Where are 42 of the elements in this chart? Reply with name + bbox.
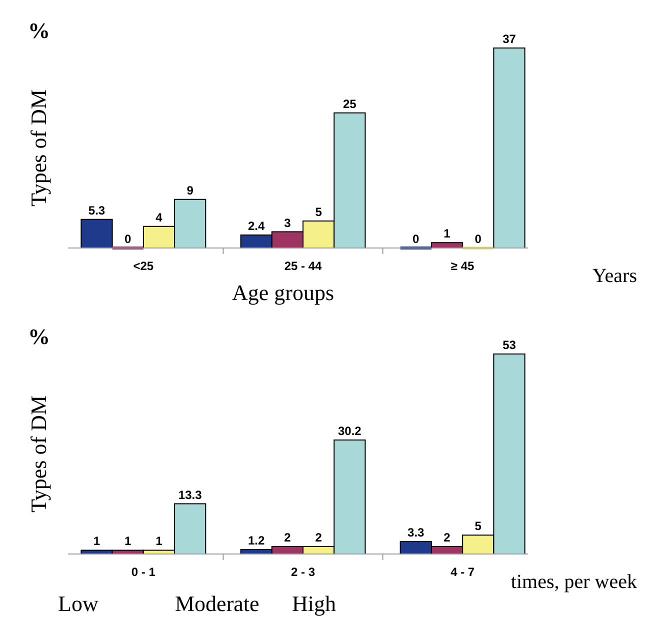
data-label: 5	[315, 204, 322, 219]
data-label: 30.2	[338, 424, 362, 438]
data-label: 2	[284, 530, 292, 544]
bar	[80, 218, 113, 248]
text: Low	[58, 591, 98, 616]
x-axis-title: Age groups	[232, 280, 334, 305]
data-label: 1	[444, 226, 451, 241]
text: Years	[592, 265, 638, 287]
y-axis-title: Types of DM	[26, 89, 51, 207]
text: %	[28, 324, 50, 349]
data-label: 13.3	[178, 488, 202, 502]
y-axis-title: Types of DM	[26, 395, 51, 513]
x-tick-label: <25	[133, 259, 154, 273]
x-tick-label: 0 - 1	[131, 565, 156, 579]
data-label: 37	[502, 32, 516, 46]
data-label: 5.3	[88, 203, 106, 218]
data-label: 3.3	[408, 526, 425, 540]
x-tick-label: 25 - 44	[284, 259, 322, 273]
x-tick-label: ≥ 45	[450, 259, 475, 273]
data-label: 0	[124, 232, 132, 246]
text: times, per week	[510, 571, 637, 593]
data-label: 25	[342, 96, 357, 111]
data-label: 0	[474, 232, 482, 246]
bar	[493, 48, 526, 248]
data-label: 53	[502, 338, 516, 352]
data-label: 1	[156, 534, 163, 548]
data-label: 2	[444, 530, 451, 544]
x-tick-label: 4 - 7	[450, 565, 475, 579]
data-label: 1.2	[248, 533, 265, 548]
data-label: 1	[93, 534, 100, 548]
data-label: 2.4	[248, 219, 265, 234]
data-label: 2	[315, 530, 322, 544]
data-label: 1	[124, 534, 132, 548]
text: Moderate	[175, 591, 260, 616]
x-tick-label: 2 - 3	[290, 565, 316, 579]
data-label: 0	[412, 232, 420, 246]
data-label: 5	[474, 519, 482, 534]
text: %	[28, 18, 50, 43]
data-label: 9	[186, 183, 194, 198]
data-label: 4	[156, 210, 163, 224]
text: High	[292, 591, 336, 616]
data-label: 3	[284, 216, 292, 230]
